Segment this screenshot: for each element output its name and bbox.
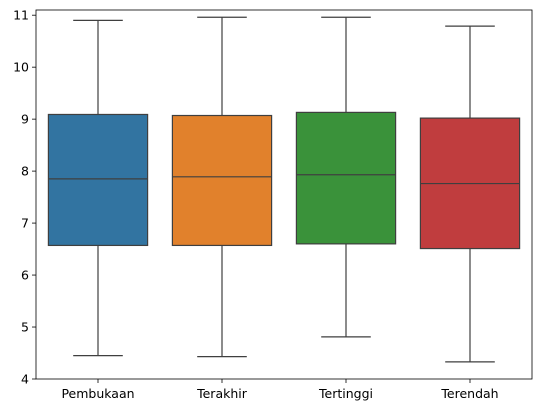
box-tertinggi: [295, 111, 397, 245]
y-tick-label: 7: [21, 216, 29, 231]
plot-frame: [35, 9, 533, 380]
y-tick-label: 9: [21, 112, 29, 127]
box-group-pembukaan: [47, 19, 149, 357]
y-tick-label: 8: [21, 164, 29, 179]
y-tick-label: 10: [13, 60, 29, 75]
box-group-terakhir: [171, 16, 273, 358]
x-tick-label: Terendah: [440, 386, 498, 401]
box-terakhir: [171, 114, 273, 247]
x-tick-label: Terakhir: [196, 386, 248, 401]
y-tick-label: 4: [21, 372, 29, 387]
box-pembukaan: [47, 113, 149, 247]
y-tick-label: 11: [13, 8, 29, 23]
y-tick-label: 5: [21, 320, 29, 335]
box-group-tertinggi: [295, 16, 397, 338]
y-tick-label: 6: [21, 268, 29, 283]
box-group-terendah: [419, 25, 521, 363]
x-tick-label: Tertinggi: [318, 386, 373, 401]
x-tick-label: Pembukaan: [61, 386, 134, 401]
